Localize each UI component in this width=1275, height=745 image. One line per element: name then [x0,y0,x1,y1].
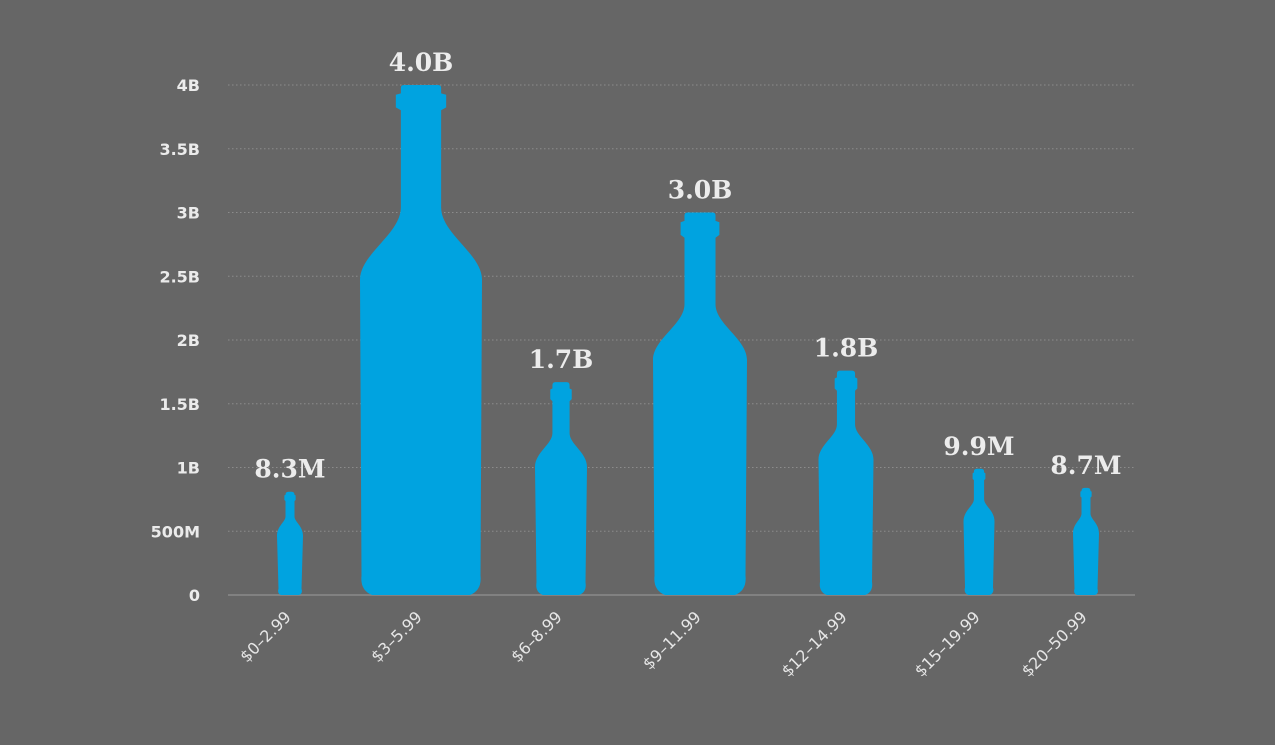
x-tick-label: $6–8.99 [507,607,566,666]
wine-bottle-icon [277,491,303,595]
value-label: 3.0B [668,176,733,205]
wine-bottle-icon [963,468,995,595]
bottle-bar: 3.0B [653,176,747,595]
x-axis: $0–2.99 $3–5.99 $6–8.99 $9–11.99 $12–14.99 $1… [236,607,1091,680]
x-tick-label: $15–19.99 [911,607,984,680]
bottle-bar: 8.7M [1050,451,1122,595]
y-axis: 0 500M 1B 1.5B 2B 2.5B 3B 3.5B 4B [151,76,200,605]
wine-bottle-icon [653,212,747,595]
bottle-bar: 1.7B [529,345,594,595]
bottle-bar: 9.9M [943,432,1015,595]
value-label: 1.8B [814,334,879,363]
wine-bottle-icon [818,370,874,595]
x-tick-label: $20–50.99 [1018,607,1091,680]
y-tick-label: 0 [189,586,200,605]
y-tick-label: 1.5B [159,395,200,414]
x-tick-label: $12–14.99 [778,607,851,680]
wine-bottle-icon [535,382,587,595]
x-tick-label: $0–2.99 [236,607,295,666]
y-tick-label: 4B [177,76,200,95]
y-tick-label: 3B [177,204,200,223]
y-tick-label: 2B [177,331,200,350]
y-tick-label: 500M [151,522,200,541]
y-tick-label: 3.5B [159,140,200,159]
wine-bottle-icon [1073,487,1099,595]
wine-bottle-icon [360,85,482,595]
bottle-bar: 4.0B [360,48,482,595]
value-label: 9.9M [943,432,1014,461]
y-tick-label: 1B [177,459,200,478]
bottle-bars: 8.3M 4.0B 1.7B 3.0B 1.8B 9.9M 8.7M [254,48,1122,595]
x-tick-label: $9–11.99 [639,607,705,673]
value-label: 1.7B [529,345,594,374]
x-tick-label: $3–5.99 [367,607,426,666]
bottle-bar: 1.8B [814,334,879,595]
value-label: 8.3M [254,455,325,484]
y-tick-label: 2.5B [159,267,200,286]
value-label: 8.7M [1050,451,1121,480]
value-label: 4.0B [389,48,454,77]
bottle-bar: 8.3M [254,455,326,595]
